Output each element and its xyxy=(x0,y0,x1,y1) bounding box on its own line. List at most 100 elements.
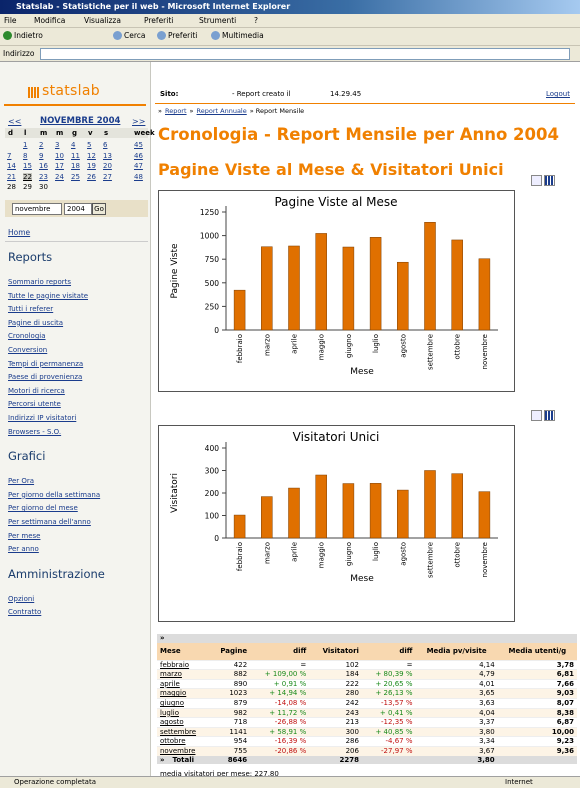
calendar-day[interactable]: 4 xyxy=(71,141,76,149)
chart-icon-bar[interactable] xyxy=(544,175,555,186)
home-link[interactable]: Home xyxy=(8,228,31,237)
calendar-day[interactable]: 7 xyxy=(7,151,12,160)
calendar-day[interactable]: 20 xyxy=(103,162,112,170)
menu-item[interactable]: File xyxy=(4,16,17,25)
breadcrumb-item[interactable]: Report xyxy=(164,107,187,115)
month-select[interactable]: novembre xyxy=(12,203,62,215)
logout-link[interactable]: Logout xyxy=(546,90,570,98)
toolbar-icon[interactable] xyxy=(211,31,220,40)
calendar-day[interactable]: 27 xyxy=(103,172,112,181)
sidebar-link[interactable]: Browsers - S.O. xyxy=(8,427,62,436)
sidebar-link[interactable]: Per giorno della settimana xyxy=(8,490,101,499)
sidebar-link[interactable]: Paese di provenienza xyxy=(8,373,83,382)
menu-item[interactable]: Strumenti xyxy=(199,16,237,25)
sidebar-link[interactable]: Tempi di permanenza xyxy=(8,359,84,368)
calendar-week[interactable]: 45 xyxy=(134,141,143,149)
sidebar-link[interactable]: Tutti i referer xyxy=(8,305,54,314)
calendar-day[interactable]: 24 xyxy=(55,172,64,181)
chart-icon-line[interactable] xyxy=(531,410,542,421)
toolbar-button[interactable]: Multimedia xyxy=(222,31,264,40)
sidebar-link[interactable]: Cronologia xyxy=(8,332,46,341)
go-button[interactable]: Go xyxy=(92,203,106,215)
calendar-week[interactable]: 48 xyxy=(134,172,143,181)
menu-item[interactable]: Modifica xyxy=(34,16,66,25)
toolbar-icon[interactable] xyxy=(3,31,12,40)
table-cell[interactable]: settembre xyxy=(160,727,197,736)
calendar-week[interactable]: 47 xyxy=(134,162,143,170)
toolbar-icon[interactable] xyxy=(157,31,166,40)
table-cell[interactable]: novembre xyxy=(160,746,196,755)
breadcrumb-item[interactable]: Report Annuale xyxy=(196,107,247,115)
calendar-day[interactable]: 1 xyxy=(23,141,28,149)
sidebar-link[interactable]: Per anno xyxy=(8,545,39,554)
toolbar-button[interactable]: Cerca xyxy=(124,31,146,40)
table-cell: 4,14 xyxy=(479,660,495,669)
table-cell[interactable]: febbraio xyxy=(160,660,190,669)
calendar-day[interactable]: 2 xyxy=(39,141,44,149)
menu-item[interactable]: Preferiti xyxy=(144,16,174,25)
calendar-day[interactable]: 23 xyxy=(39,172,48,181)
calendar-day[interactable]: 22 xyxy=(23,172,32,181)
table-cell[interactable]: giugno xyxy=(160,698,184,707)
calendar-day[interactable]: 28 xyxy=(7,183,16,191)
calendar-week[interactable]: 46 xyxy=(134,151,143,160)
sidebar-link[interactable]: Opzioni xyxy=(8,594,35,603)
sidebar-link[interactable]: Per settimana dell'anno xyxy=(8,518,91,526)
sidebar-link[interactable]: Percorsi utente xyxy=(8,400,61,409)
menu-item[interactable]: ? xyxy=(254,16,258,25)
calendar-day[interactable]: 9 xyxy=(39,151,44,160)
table-cell: 102 xyxy=(345,660,359,669)
sidebar-link[interactable]: Indirizzi IP visitatori xyxy=(8,414,77,422)
table-cell[interactable]: marzo xyxy=(160,670,182,679)
chart-icon-line[interactable] xyxy=(531,175,542,186)
table-cell: 9,36 xyxy=(556,746,574,755)
calendar-prev[interactable]: << xyxy=(8,117,22,126)
page-subheading: Pagine Viste al Mese & Visitatori Unici xyxy=(158,160,504,179)
year-select[interactable]: 2004 xyxy=(64,203,92,215)
table-cell[interactable]: luglio xyxy=(160,708,179,717)
chart-icon-bar[interactable] xyxy=(544,410,555,421)
table-cell[interactable]: maggio xyxy=(160,689,187,698)
calendar-day[interactable]: 14 xyxy=(7,162,16,170)
toolbar-icon[interactable] xyxy=(113,31,122,40)
sidebar-link[interactable]: Sommario reports xyxy=(8,278,72,286)
table-cell[interactable]: ottobre xyxy=(160,737,186,746)
sidebar-link[interactable]: Pagine di uscita xyxy=(8,318,64,327)
calendar-day[interactable]: 17 xyxy=(55,162,64,170)
calendar-day[interactable]: 16 xyxy=(39,162,48,170)
calendar-day[interactable]: 25 xyxy=(71,172,80,181)
sidebar-link[interactable]: Per mese xyxy=(8,531,41,540)
calendar-day[interactable]: 26 xyxy=(87,172,96,181)
toolbar-button[interactable]: Indietro xyxy=(14,31,43,40)
calendar-day[interactable]: 12 xyxy=(87,151,96,160)
calendar-day[interactable]: 11 xyxy=(71,151,80,160)
calendar-day[interactable]: 6 xyxy=(103,141,108,149)
bar xyxy=(342,246,355,331)
toolbar-button[interactable]: Preferiti xyxy=(168,31,198,40)
calendar-day[interactable]: 29 xyxy=(23,183,32,191)
sidebar-link[interactable]: Tutte le pagine visitate xyxy=(8,291,89,300)
sidebar-link[interactable]: Per giorno del mese xyxy=(8,504,78,513)
calendar-day[interactable]: 5 xyxy=(87,141,92,149)
calendar-day[interactable]: 10 xyxy=(55,151,64,160)
calendar-day[interactable]: 3 xyxy=(55,141,60,149)
table-cell[interactable]: agosto xyxy=(160,718,184,727)
sidebar-link[interactable]: Per Ora xyxy=(8,477,35,486)
sidebar-link[interactable]: Conversion xyxy=(8,346,48,354)
x-tick-label: ottobre xyxy=(454,334,462,360)
address-field[interactable] xyxy=(40,48,570,60)
calendar-month[interactable]: NOVEMBRE 2004 xyxy=(40,116,121,126)
calendar-day[interactable]: 15 xyxy=(23,162,32,170)
calendar-day[interactable]: 19 xyxy=(87,162,96,170)
sidebar-link[interactable]: Contratto xyxy=(8,608,42,617)
calendar-day[interactable]: 13 xyxy=(103,151,112,160)
calendar-next[interactable]: >> xyxy=(132,117,146,126)
sidebar-link[interactable]: Motori di ricerca xyxy=(8,386,65,395)
calendar-day[interactable]: 18 xyxy=(71,162,80,170)
menu-item[interactable]: Visualizza xyxy=(84,16,121,25)
table-cell: -14,08 % xyxy=(274,698,307,707)
calendar-day[interactable]: 30 xyxy=(39,183,48,191)
table-cell[interactable]: aprile xyxy=(160,679,180,688)
calendar-day[interactable]: 21 xyxy=(7,172,16,181)
calendar-day[interactable]: 8 xyxy=(23,151,28,160)
